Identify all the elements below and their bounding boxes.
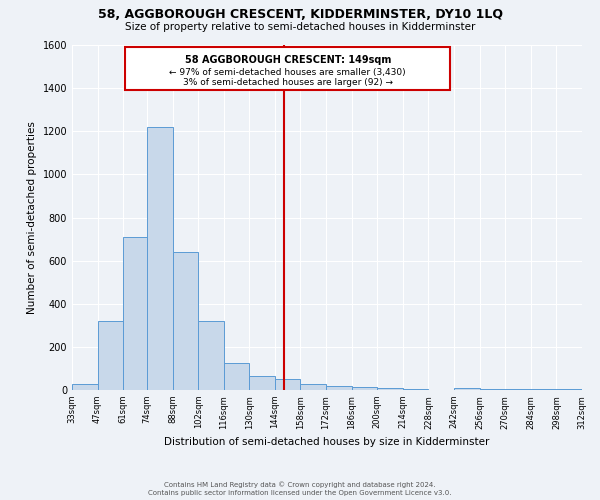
Bar bbox=[72, 384, 98, 390]
Text: 58, AGGBOROUGH CRESCENT, KIDDERMINSTER, DY10 1LQ: 58, AGGBOROUGH CRESCENT, KIDDERMINSTER, … bbox=[97, 8, 503, 20]
Bar bbox=[250, 376, 275, 390]
Bar bbox=[454, 388, 479, 390]
FancyBboxPatch shape bbox=[125, 47, 451, 90]
Text: ← 97% of semi-detached houses are smaller (3,430): ← 97% of semi-detached houses are smalle… bbox=[169, 68, 406, 76]
Bar bbox=[275, 379, 301, 390]
Bar bbox=[173, 252, 198, 390]
Bar bbox=[377, 388, 403, 390]
Bar bbox=[147, 127, 173, 390]
Text: Contains HM Land Registry data © Crown copyright and database right 2024.: Contains HM Land Registry data © Crown c… bbox=[164, 481, 436, 488]
Bar bbox=[531, 389, 556, 390]
Text: 3% of semi-detached houses are larger (92) →: 3% of semi-detached houses are larger (9… bbox=[182, 78, 392, 88]
Y-axis label: Number of semi-detached properties: Number of semi-detached properties bbox=[27, 121, 37, 314]
Bar bbox=[352, 387, 377, 390]
Bar bbox=[224, 363, 250, 390]
Bar bbox=[301, 384, 326, 390]
Bar bbox=[198, 321, 224, 390]
Bar bbox=[505, 389, 531, 390]
Text: Contains public sector information licensed under the Open Government Licence v3: Contains public sector information licen… bbox=[148, 490, 452, 496]
Bar bbox=[479, 389, 505, 390]
Bar bbox=[123, 237, 147, 390]
Text: 58 AGGBOROUGH CRESCENT: 149sqm: 58 AGGBOROUGH CRESCENT: 149sqm bbox=[185, 54, 391, 64]
Text: Size of property relative to semi-detached houses in Kidderminster: Size of property relative to semi-detach… bbox=[125, 22, 475, 32]
Bar bbox=[556, 389, 582, 390]
Bar bbox=[326, 386, 352, 390]
Bar bbox=[403, 389, 428, 390]
Bar bbox=[98, 321, 123, 390]
X-axis label: Distribution of semi-detached houses by size in Kidderminster: Distribution of semi-detached houses by … bbox=[164, 437, 490, 447]
